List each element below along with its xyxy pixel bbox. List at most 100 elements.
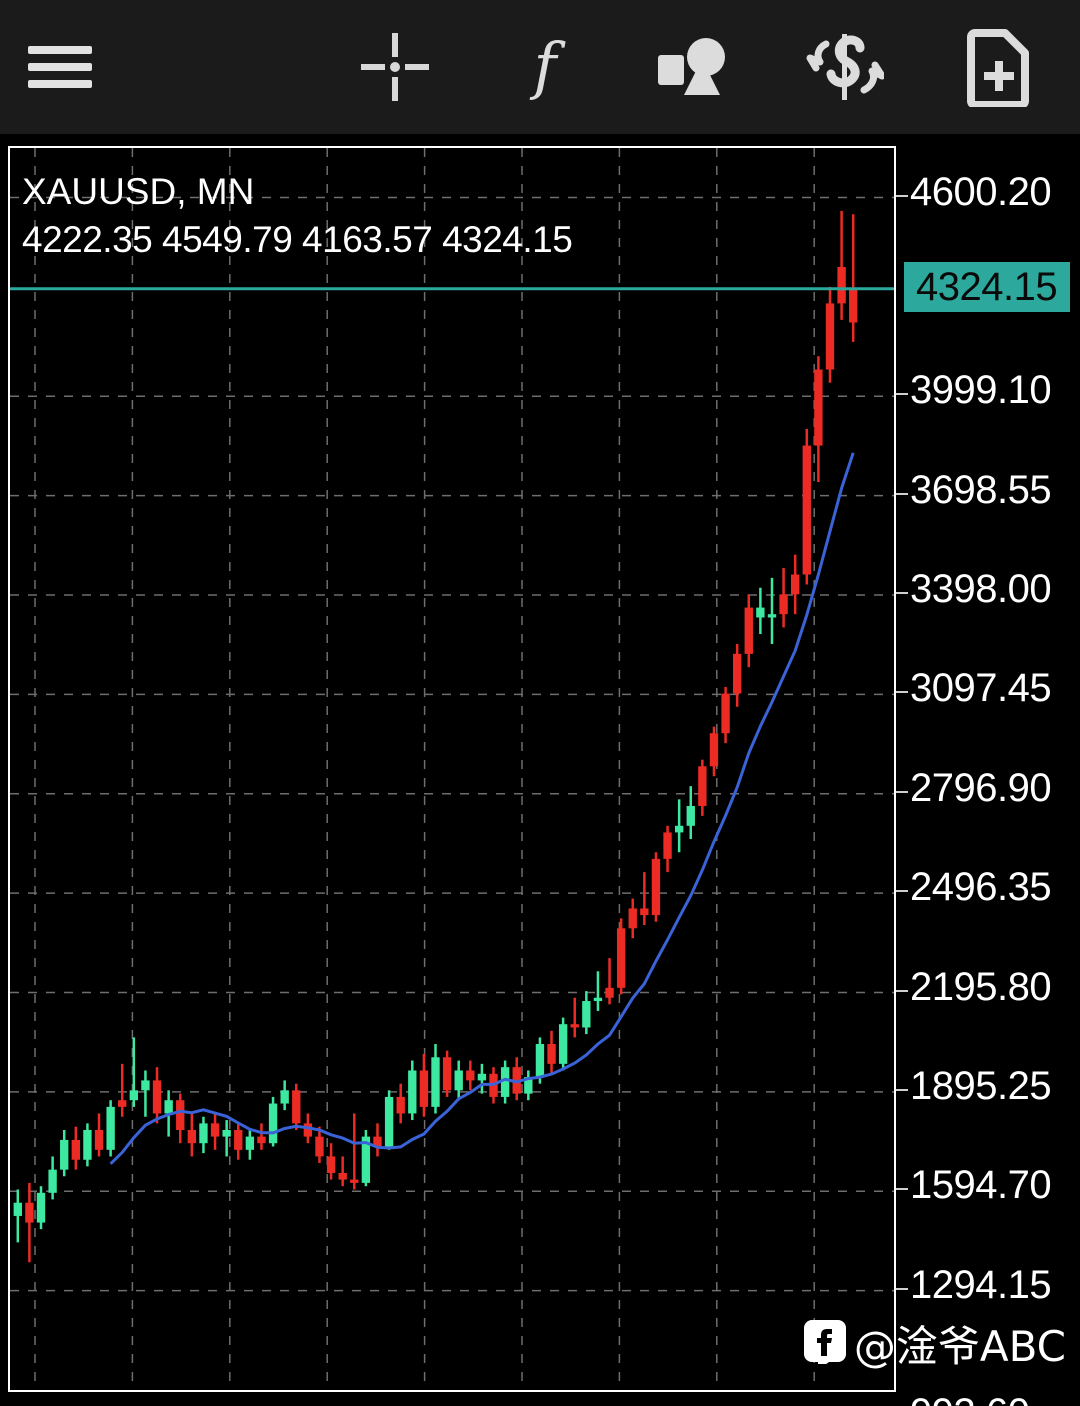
price-tick-dash [896, 1287, 908, 1290]
price-tick-label: 1594.70 [910, 1163, 1052, 1208]
candle-body [315, 1136, 324, 1157]
candle-body [686, 805, 695, 826]
candle-body [13, 1202, 22, 1216]
candle-body [419, 1070, 429, 1107]
price-tick-dash [896, 592, 908, 595]
watermark: @淦爷ABC [802, 1318, 1066, 1376]
candle-body [814, 369, 823, 446]
candle-body [802, 445, 811, 575]
candle-body [396, 1096, 405, 1114]
candle-body [709, 733, 719, 767]
candle-body [849, 288, 858, 323]
clipped-bottom-tick-label: 993.60 [910, 1392, 1080, 1406]
crosshair-icon [359, 31, 431, 103]
candle-body [767, 614, 777, 618]
candle-body [245, 1136, 255, 1150]
candle-body [234, 1129, 243, 1150]
price-scale[interactable]: 4600.20 3999.10 3698.55 3398.00 3097.45 2796.… [896, 146, 1080, 1406]
price-tick-dash [896, 691, 908, 694]
clipped-bottom-tick: 993.60 [910, 1392, 1080, 1406]
candle-body [176, 1100, 185, 1130]
candle-body [744, 607, 753, 654]
candle-body [791, 574, 800, 595]
candle-body [454, 1070, 463, 1091]
price-tick-dash [896, 393, 908, 396]
price-tick-label: 2195.80 [910, 964, 1052, 1009]
candle-body [721, 693, 730, 734]
candle-body [442, 1057, 452, 1091]
candle-body [141, 1080, 150, 1091]
candle-body [825, 303, 835, 370]
candle-body [570, 1024, 579, 1028]
candle-body [698, 766, 707, 806]
watermark-text: @淦爷ABC [853, 1322, 1066, 1371]
candle-body [222, 1129, 231, 1137]
candle-body [48, 1169, 57, 1193]
candle-body [651, 858, 661, 916]
candle-body [500, 1067, 510, 1097]
candle-body [187, 1129, 197, 1144]
crosshair-button[interactable] [320, 0, 470, 134]
svg-text:f: f [530, 29, 567, 102]
menu-button[interactable] [0, 0, 120, 134]
candle-body [36, 1192, 46, 1223]
candle-body [350, 1179, 359, 1183]
price-tick-label: 2796.90 [910, 765, 1052, 810]
candle-body [60, 1139, 69, 1170]
moving-average-line [109, 452, 855, 1165]
candle-body [756, 607, 765, 618]
candle-body [71, 1139, 80, 1160]
candlestick-plot[interactable] [10, 148, 894, 1390]
price-tick-label: 4600.20 [910, 169, 1052, 214]
candle-body [129, 1090, 139, 1101]
candle-body [164, 1100, 173, 1114]
candle-body [280, 1090, 289, 1104]
candle-body [431, 1057, 440, 1107]
function-fx-icon: f [515, 29, 575, 105]
candle-body [268, 1103, 278, 1144]
hamburger-menu-icon [28, 43, 92, 91]
price-tick-dash [896, 989, 908, 992]
candle-body [558, 1024, 568, 1064]
horizontal-gridlines [10, 196, 894, 1292]
candle-body [547, 1044, 556, 1064]
candle-body [477, 1073, 487, 1081]
toolbar: f [0, 0, 1080, 134]
candle-body [732, 653, 742, 694]
vertical-gridlines [34, 148, 815, 1390]
candle-body [210, 1123, 220, 1137]
candle-body [118, 1100, 127, 1107]
price-tick-dash [896, 492, 908, 495]
candle-body [535, 1044, 545, 1078]
dollar-exchange-icon [806, 30, 884, 104]
candle-body [303, 1123, 313, 1137]
candle-body [628, 908, 637, 929]
price-tick-dash [896, 1088, 908, 1091]
candle-body [25, 1202, 34, 1223]
candle-body [94, 1129, 104, 1150]
price-tick-label: 1895.25 [910, 1063, 1052, 1108]
candle-body [616, 928, 626, 988]
candle-body [524, 1077, 533, 1094]
chart-area[interactable] [8, 146, 896, 1392]
trade-button[interactable] [770, 0, 920, 134]
current-price-tag: 4324.15 [904, 261, 1070, 312]
candle-body [663, 832, 672, 859]
price-tick-dash [896, 890, 908, 893]
objects-button[interactable] [620, 0, 770, 134]
price-tick-dash [896, 1188, 908, 1191]
facebook-icon [802, 1318, 848, 1376]
candle-body [373, 1136, 382, 1147]
candle-body [640, 908, 649, 916]
candle-body [779, 594, 788, 615]
candle-body [593, 997, 603, 1002]
candle-body [361, 1136, 371, 1183]
indicators-button[interactable]: f [470, 0, 620, 134]
candle-body [466, 1070, 475, 1081]
candle-series [13, 210, 858, 1263]
candle-body [83, 1129, 92, 1160]
candle-body [257, 1136, 266, 1144]
new-chart-button[interactable] [920, 0, 1080, 134]
new-chart-document-plus-icon [967, 27, 1033, 107]
price-tick-label: 3999.10 [910, 368, 1052, 413]
